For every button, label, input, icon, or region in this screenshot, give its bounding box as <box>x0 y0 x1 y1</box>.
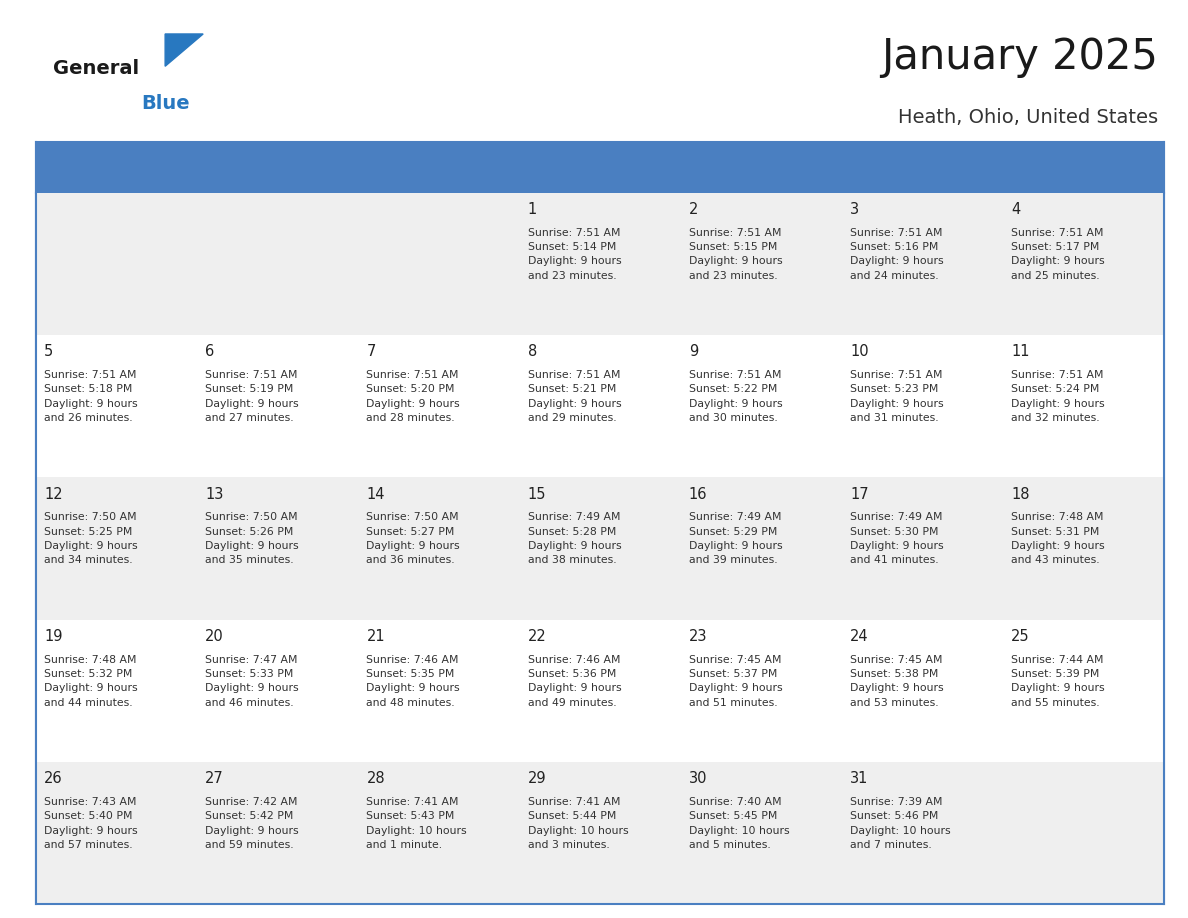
Text: Sunrise: 7:42 AM
Sunset: 5:42 PM
Daylight: 9 hours
and 59 minutes.: Sunrise: 7:42 AM Sunset: 5:42 PM Dayligh… <box>206 797 299 850</box>
Text: Sunrise: 7:51 AM
Sunset: 5:21 PM
Daylight: 9 hours
and 29 minutes.: Sunrise: 7:51 AM Sunset: 5:21 PM Dayligh… <box>527 370 621 423</box>
Text: 25: 25 <box>1011 629 1030 644</box>
Text: Wednesday: Wednesday <box>529 160 624 175</box>
Text: Sunrise: 7:49 AM
Sunset: 5:29 PM
Daylight: 9 hours
and 39 minutes.: Sunrise: 7:49 AM Sunset: 5:29 PM Dayligh… <box>689 512 783 565</box>
Text: 20: 20 <box>206 629 223 644</box>
Text: Sunrise: 7:41 AM
Sunset: 5:44 PM
Daylight: 10 hours
and 3 minutes.: Sunrise: 7:41 AM Sunset: 5:44 PM Dayligh… <box>527 797 628 850</box>
Text: 17: 17 <box>851 487 868 501</box>
Text: Sunrise: 7:49 AM
Sunset: 5:28 PM
Daylight: 9 hours
and 38 minutes.: Sunrise: 7:49 AM Sunset: 5:28 PM Dayligh… <box>527 512 621 565</box>
Text: Sunrise: 7:48 AM
Sunset: 5:32 PM
Daylight: 9 hours
and 44 minutes.: Sunrise: 7:48 AM Sunset: 5:32 PM Dayligh… <box>44 655 138 708</box>
Text: Sunrise: 7:51 AM
Sunset: 5:20 PM
Daylight: 9 hours
and 28 minutes.: Sunrise: 7:51 AM Sunset: 5:20 PM Dayligh… <box>366 370 460 423</box>
Text: Sunrise: 7:39 AM
Sunset: 5:46 PM
Daylight: 10 hours
and 7 minutes.: Sunrise: 7:39 AM Sunset: 5:46 PM Dayligh… <box>851 797 950 850</box>
Text: Sunrise: 7:43 AM
Sunset: 5:40 PM
Daylight: 9 hours
and 57 minutes.: Sunrise: 7:43 AM Sunset: 5:40 PM Dayligh… <box>44 797 138 850</box>
Text: Sunrise: 7:51 AM
Sunset: 5:17 PM
Daylight: 9 hours
and 25 minutes.: Sunrise: 7:51 AM Sunset: 5:17 PM Dayligh… <box>1011 228 1105 281</box>
Text: 4: 4 <box>1011 202 1020 217</box>
Text: 27: 27 <box>206 771 223 786</box>
Text: 21: 21 <box>366 629 385 644</box>
Text: Friday: Friday <box>852 160 902 175</box>
Text: Sunrise: 7:41 AM
Sunset: 5:43 PM
Daylight: 10 hours
and 1 minute.: Sunrise: 7:41 AM Sunset: 5:43 PM Dayligh… <box>366 797 467 850</box>
Text: Sunrise: 7:50 AM
Sunset: 5:26 PM
Daylight: 9 hours
and 35 minutes.: Sunrise: 7:50 AM Sunset: 5:26 PM Dayligh… <box>206 512 299 565</box>
Text: Sunrise: 7:51 AM
Sunset: 5:24 PM
Daylight: 9 hours
and 32 minutes.: Sunrise: 7:51 AM Sunset: 5:24 PM Dayligh… <box>1011 370 1105 423</box>
Text: Sunrise: 7:45 AM
Sunset: 5:38 PM
Daylight: 9 hours
and 53 minutes.: Sunrise: 7:45 AM Sunset: 5:38 PM Dayligh… <box>851 655 943 708</box>
Text: 18: 18 <box>1011 487 1030 501</box>
Text: 10: 10 <box>851 344 868 359</box>
Text: 6: 6 <box>206 344 215 359</box>
Text: Sunrise: 7:46 AM
Sunset: 5:36 PM
Daylight: 9 hours
and 49 minutes.: Sunrise: 7:46 AM Sunset: 5:36 PM Dayligh… <box>527 655 621 708</box>
Text: Sunrise: 7:48 AM
Sunset: 5:31 PM
Daylight: 9 hours
and 43 minutes.: Sunrise: 7:48 AM Sunset: 5:31 PM Dayligh… <box>1011 512 1105 565</box>
Text: 2: 2 <box>689 202 699 217</box>
Text: Thursday: Thursday <box>690 160 766 175</box>
Text: Saturday: Saturday <box>1012 160 1087 175</box>
Text: 24: 24 <box>851 629 868 644</box>
Text: Sunrise: 7:51 AM
Sunset: 5:23 PM
Daylight: 9 hours
and 31 minutes.: Sunrise: 7:51 AM Sunset: 5:23 PM Dayligh… <box>851 370 943 423</box>
Text: 30: 30 <box>689 771 707 786</box>
Text: Blue: Blue <box>141 94 190 113</box>
Text: Monday: Monday <box>207 160 271 175</box>
Text: 3: 3 <box>851 202 859 217</box>
Text: 29: 29 <box>527 771 546 786</box>
Text: Sunrise: 7:51 AM
Sunset: 5:19 PM
Daylight: 9 hours
and 27 minutes.: Sunrise: 7:51 AM Sunset: 5:19 PM Dayligh… <box>206 370 299 423</box>
Text: Sunrise: 7:50 AM
Sunset: 5:25 PM
Daylight: 9 hours
and 34 minutes.: Sunrise: 7:50 AM Sunset: 5:25 PM Dayligh… <box>44 512 138 565</box>
Text: 26: 26 <box>44 771 63 786</box>
Text: Heath, Ohio, United States: Heath, Ohio, United States <box>898 107 1158 127</box>
Text: Sunrise: 7:45 AM
Sunset: 5:37 PM
Daylight: 9 hours
and 51 minutes.: Sunrise: 7:45 AM Sunset: 5:37 PM Dayligh… <box>689 655 783 708</box>
Text: 14: 14 <box>366 487 385 501</box>
Text: Sunrise: 7:51 AM
Sunset: 5:14 PM
Daylight: 9 hours
and 23 minutes.: Sunrise: 7:51 AM Sunset: 5:14 PM Dayligh… <box>527 228 621 281</box>
Text: 11: 11 <box>1011 344 1030 359</box>
Text: 22: 22 <box>527 629 546 644</box>
Text: Sunrise: 7:51 AM
Sunset: 5:22 PM
Daylight: 9 hours
and 30 minutes.: Sunrise: 7:51 AM Sunset: 5:22 PM Dayligh… <box>689 370 783 423</box>
Text: Sunrise: 7:50 AM
Sunset: 5:27 PM
Daylight: 9 hours
and 36 minutes.: Sunrise: 7:50 AM Sunset: 5:27 PM Dayligh… <box>366 512 460 565</box>
Text: 23: 23 <box>689 629 707 644</box>
Text: Sunrise: 7:40 AM
Sunset: 5:45 PM
Daylight: 10 hours
and 5 minutes.: Sunrise: 7:40 AM Sunset: 5:45 PM Dayligh… <box>689 797 790 850</box>
Text: Sunday: Sunday <box>45 160 106 175</box>
Text: Sunrise: 7:47 AM
Sunset: 5:33 PM
Daylight: 9 hours
and 46 minutes.: Sunrise: 7:47 AM Sunset: 5:33 PM Dayligh… <box>206 655 299 708</box>
Text: 15: 15 <box>527 487 546 501</box>
Text: 8: 8 <box>527 344 537 359</box>
Text: 16: 16 <box>689 487 707 501</box>
Text: Sunrise: 7:46 AM
Sunset: 5:35 PM
Daylight: 9 hours
and 48 minutes.: Sunrise: 7:46 AM Sunset: 5:35 PM Dayligh… <box>366 655 460 708</box>
Text: 12: 12 <box>44 487 63 501</box>
Text: 31: 31 <box>851 771 868 786</box>
Text: Sunrise: 7:51 AM
Sunset: 5:16 PM
Daylight: 9 hours
and 24 minutes.: Sunrise: 7:51 AM Sunset: 5:16 PM Dayligh… <box>851 228 943 281</box>
Text: Sunrise: 7:49 AM
Sunset: 5:30 PM
Daylight: 9 hours
and 41 minutes.: Sunrise: 7:49 AM Sunset: 5:30 PM Dayligh… <box>851 512 943 565</box>
Text: 7: 7 <box>366 344 375 359</box>
Text: 28: 28 <box>366 771 385 786</box>
Text: Sunrise: 7:44 AM
Sunset: 5:39 PM
Daylight: 9 hours
and 55 minutes.: Sunrise: 7:44 AM Sunset: 5:39 PM Dayligh… <box>1011 655 1105 708</box>
Text: General: General <box>53 59 139 78</box>
Text: Tuesday: Tuesday <box>367 160 435 175</box>
Text: 19: 19 <box>44 629 63 644</box>
Text: 9: 9 <box>689 344 699 359</box>
Text: 1: 1 <box>527 202 537 217</box>
Text: January 2025: January 2025 <box>881 36 1158 78</box>
Text: 5: 5 <box>44 344 53 359</box>
Text: 13: 13 <box>206 487 223 501</box>
Text: Sunrise: 7:51 AM
Sunset: 5:15 PM
Daylight: 9 hours
and 23 minutes.: Sunrise: 7:51 AM Sunset: 5:15 PM Dayligh… <box>689 228 783 281</box>
Text: Sunrise: 7:51 AM
Sunset: 5:18 PM
Daylight: 9 hours
and 26 minutes.: Sunrise: 7:51 AM Sunset: 5:18 PM Dayligh… <box>44 370 138 423</box>
